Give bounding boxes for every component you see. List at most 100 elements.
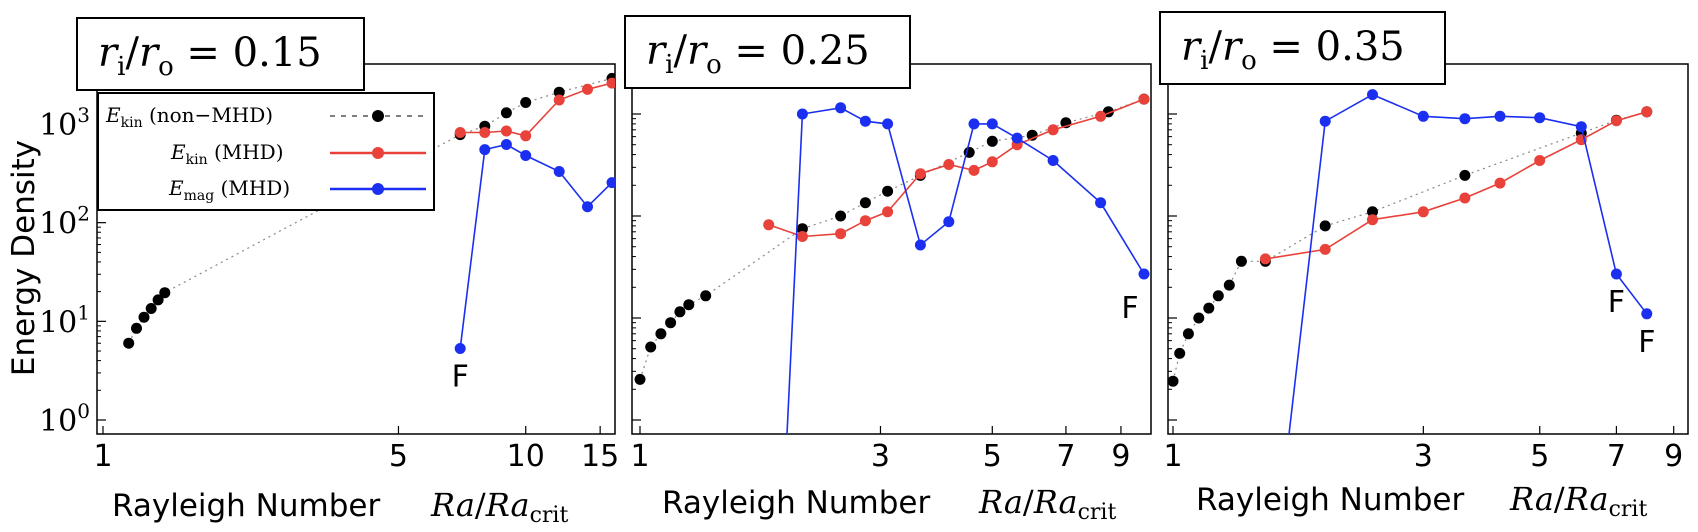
series-line-2 [459,143,613,349]
annotations: F [1121,291,1138,326]
annotations: F [452,360,469,395]
data-point-s2-3 [1417,110,1429,122]
data-point-s0-3 [1193,312,1205,324]
y-tick-label-3: 103 [39,103,90,143]
data-point-s1-1 [796,231,808,242]
legend-marker-2 [372,183,384,195]
data-point-s1-3 [520,130,532,142]
x-tick-label-2: 10 [507,439,545,474]
data-point-s2-1 [1319,115,1331,127]
data-point-s1-0 [1259,253,1271,265]
legend-marker-0 [372,110,384,122]
panel-1: 1 3 5 7 9 F Rayleigh Number Ra/Racrit ri/ro … [624,15,1152,525]
data-point-s0-6 [700,290,712,302]
data-point-s1-5 [1494,177,1506,189]
data-point-s2-3 [520,150,532,161]
data-point-s1-4 [1459,192,1471,204]
marks [123,72,615,354]
data-point-s0-8 [835,210,847,222]
data-point-s0-5 [159,287,171,299]
legend-entry-1: Ekin (MHD) [170,140,426,168]
data-point-s1-5 [914,168,926,180]
data-point-s1-6 [1534,155,1546,166]
data-point-s0-5 [1212,290,1224,302]
data-point-s0-4 [152,294,164,306]
title-box [76,17,365,91]
data-point-s2-8 [1610,268,1622,280]
series-line-0 [1172,111,1647,382]
data-point-s2-0 [454,343,466,354]
legend-entry-2: Emag (MHD) [168,176,426,204]
data-point-s0-1 [1174,347,1186,359]
data-point-s1-3 [859,215,871,227]
data-point-s1-2 [1367,214,1378,226]
data-point-s1-0 [763,219,775,231]
data-point-s1-2 [835,228,847,240]
x-axis-math: Ra/Racrit [1509,480,1647,522]
annotation-0: F [1608,285,1625,320]
legend-entry-1-label: Ekin (MHD) [170,140,284,168]
data-point-s0-7 [1235,255,1247,267]
data-point-s2-6 [606,177,615,189]
data-point-s0-0 [123,337,135,349]
data-point-s2-9 [1641,308,1653,320]
data-point-s1-4 [882,206,894,218]
data-point-s0-4 [1203,302,1215,314]
data-point-s0-0 [634,373,646,385]
data-point-s2-1 [479,144,491,156]
data-point-s2-6 [943,216,955,228]
data-point-s1-4 [553,94,565,106]
y-ticks [1168,113,1177,421]
data-point-s0-9 [1319,220,1331,232]
data-point-s2-4 [1459,113,1471,125]
data-point-s1-5 [582,83,593,95]
data-point-s2-9 [1011,132,1023,144]
data-point-s2-7 [1575,121,1587,133]
y-axis-label: Energy Density [6,140,42,376]
data-point-s1-8 [986,156,998,168]
title-box [1159,11,1446,85]
legend-entry-0: Ekin (non−MHD) [105,103,426,131]
x-ticks: 1 3 5 7 9 [1163,426,1683,474]
x-axis-label: Rayleigh Number [1196,482,1464,518]
x-tick-label-1: 3 [1414,439,1433,474]
data-point-s0-13 [986,135,998,147]
data-point-s2-4 [882,118,894,130]
data-point-s1-7 [968,164,980,176]
annotation-1: F [1638,325,1655,360]
x-axis-label: Rayleigh Number [662,485,930,521]
data-point-s1-8 [1610,115,1622,127]
series-line-0 [639,98,1145,380]
panel-title: ri/ro = 0.35 [1159,11,1446,85]
data-point-s0-5 [683,299,695,311]
data-point-s1-3 [1417,206,1429,218]
y-tick-label-0: 100 [39,399,90,439]
data-point-s2-5 [1494,110,1506,122]
legend: Ekin (non−MHD) Ekin (MHD) Emag (MHD) [97,92,435,211]
data-point-s0-9 [859,197,871,209]
data-point-s2-5 [914,239,926,251]
panel-title: ri/ro = 0.15 [76,17,365,91]
legend-marker-1 [372,147,384,159]
data-point-s1-6 [943,159,955,170]
data-point-s2-2 [835,102,847,114]
x-ticks: 1 3 5 7 9 [630,426,1130,474]
data-point-s0-11 [1459,169,1471,181]
data-point-s0-2 [655,328,667,340]
data-point-s2-2 [500,139,512,150]
data-point-s2-2 [1367,89,1378,101]
data-point-s0-3 [145,303,157,314]
x-tick-label-2: 5 [1530,439,1549,474]
series-line-1 [768,98,1145,238]
data-point-s2-11 [1095,197,1107,209]
x-axis-math: Ra/Racrit [978,483,1116,525]
data-point-s0-0 [1168,375,1179,387]
x-tick-label-4: 9 [1111,439,1130,474]
marks [1168,89,1653,434]
y-ticks [632,113,641,421]
data-point-s0-8 [500,107,512,119]
data-point-s1-11 [1095,110,1107,122]
data-point-s2-5 [582,201,593,213]
